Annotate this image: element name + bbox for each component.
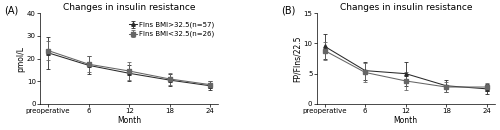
Y-axis label: pmol/L: pmol/L xyxy=(16,46,26,72)
Text: (B): (B) xyxy=(281,6,295,16)
Y-axis label: FP/FIns/22.5: FP/FIns/22.5 xyxy=(293,35,302,82)
Title: Changes in insulin resistance: Changes in insulin resistance xyxy=(340,3,472,12)
Text: (A): (A) xyxy=(4,6,18,16)
Legend: FIns BMI>32.5(n=57), FIns BMI<32.5(n=26): FIns BMI>32.5(n=57), FIns BMI<32.5(n=26) xyxy=(128,21,215,38)
X-axis label: Month: Month xyxy=(394,116,418,125)
Title: Changes in insulin resistance: Changes in insulin resistance xyxy=(63,3,196,12)
X-axis label: Month: Month xyxy=(117,116,141,125)
